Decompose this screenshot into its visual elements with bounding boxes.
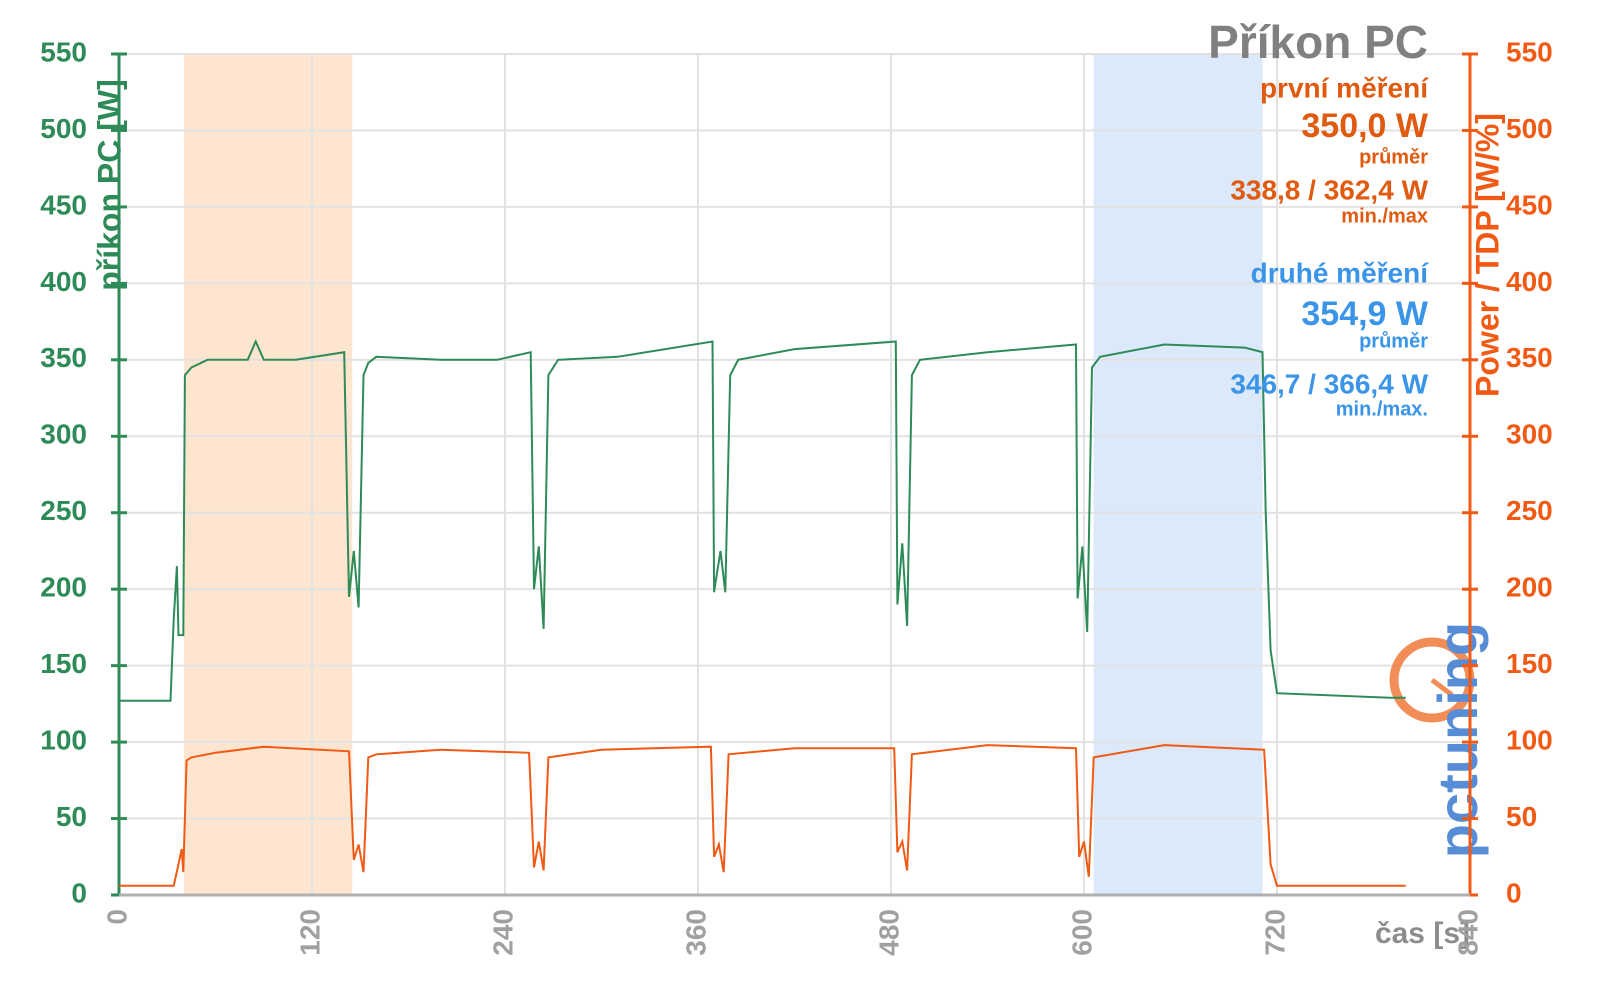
x-tick-label: 600: [1066, 909, 1097, 956]
y-tick-label: 300: [40, 419, 87, 450]
y2-tick-label: 50: [1506, 801, 1537, 832]
x-tick-label: 120: [294, 909, 325, 956]
y2-tick-label: 300: [1506, 419, 1553, 450]
y2-tick-label: 500: [1506, 113, 1553, 144]
series-line: [119, 744, 1406, 887]
background-layer: [118, 53, 1471, 896]
y-tick-label: 450: [40, 189, 87, 220]
y2-tick-label: 250: [1506, 495, 1553, 526]
y-tick-label: 200: [40, 572, 87, 603]
x-tick-label: 720: [1259, 909, 1290, 956]
y2-tick-label: 550: [1506, 36, 1553, 67]
y2-tick-label: 0: [1506, 877, 1522, 908]
y2-tick-label: 200: [1506, 572, 1553, 603]
y-axis-title: příkon PC [W]: [91, 79, 127, 291]
y2-tick-label: 100: [1506, 724, 1553, 755]
x-axis-title: čas [s]: [1375, 917, 1470, 950]
y-tick-label: 50: [56, 801, 87, 832]
y-tick-label: 400: [40, 266, 87, 297]
y2-tick-label: 150: [1506, 648, 1553, 679]
x-tick-label: 0: [101, 909, 132, 925]
y2-tick-label: 450: [1506, 189, 1553, 220]
annotation: 354,9 W: [1301, 295, 1429, 333]
highlight-span: [1093, 54, 1263, 895]
x-tick-label: 840: [1452, 909, 1483, 956]
annotation: průměr: [1359, 330, 1428, 352]
y-tick-label: 150: [40, 648, 87, 679]
highlight-span: [183, 54, 353, 895]
y-tick-label: 100: [40, 724, 87, 755]
annotation: průměr: [1359, 146, 1428, 168]
x-tick-label: 240: [487, 909, 518, 956]
y-tick-label: 250: [40, 495, 87, 526]
series-line: [119, 339, 1406, 702]
y2-axis-title: Power / TDP [W/%]: [1469, 113, 1505, 397]
logo-text: pctuning: [1426, 622, 1489, 858]
annotation: 338,8 / 362,4 W: [1230, 174, 1428, 205]
annotation: min./max.: [1336, 398, 1428, 420]
y2-tick-label: 350: [1506, 342, 1553, 373]
annotation: 346,7 / 366,4 W: [1230, 368, 1428, 399]
annotation: 350,0 W: [1301, 107, 1429, 145]
y2-tick-label: 400: [1506, 266, 1553, 297]
y-tick-label: 0: [71, 877, 87, 908]
logo-needle: [1430, 678, 1454, 697]
y-tick-label: 350: [40, 342, 87, 373]
annotation: první měření: [1260, 72, 1429, 103]
annotation: min./max: [1341, 205, 1428, 227]
y-tick-label: 550: [40, 36, 87, 67]
logo: pctuning: [1389, 622, 1489, 858]
x-tick-label: 360: [680, 909, 711, 956]
y-tick-label: 500: [40, 113, 87, 144]
chart-title: Příkon PC: [1208, 16, 1428, 68]
x-tick-label: 480: [873, 909, 904, 956]
annotation: druhé měření: [1251, 257, 1430, 288]
